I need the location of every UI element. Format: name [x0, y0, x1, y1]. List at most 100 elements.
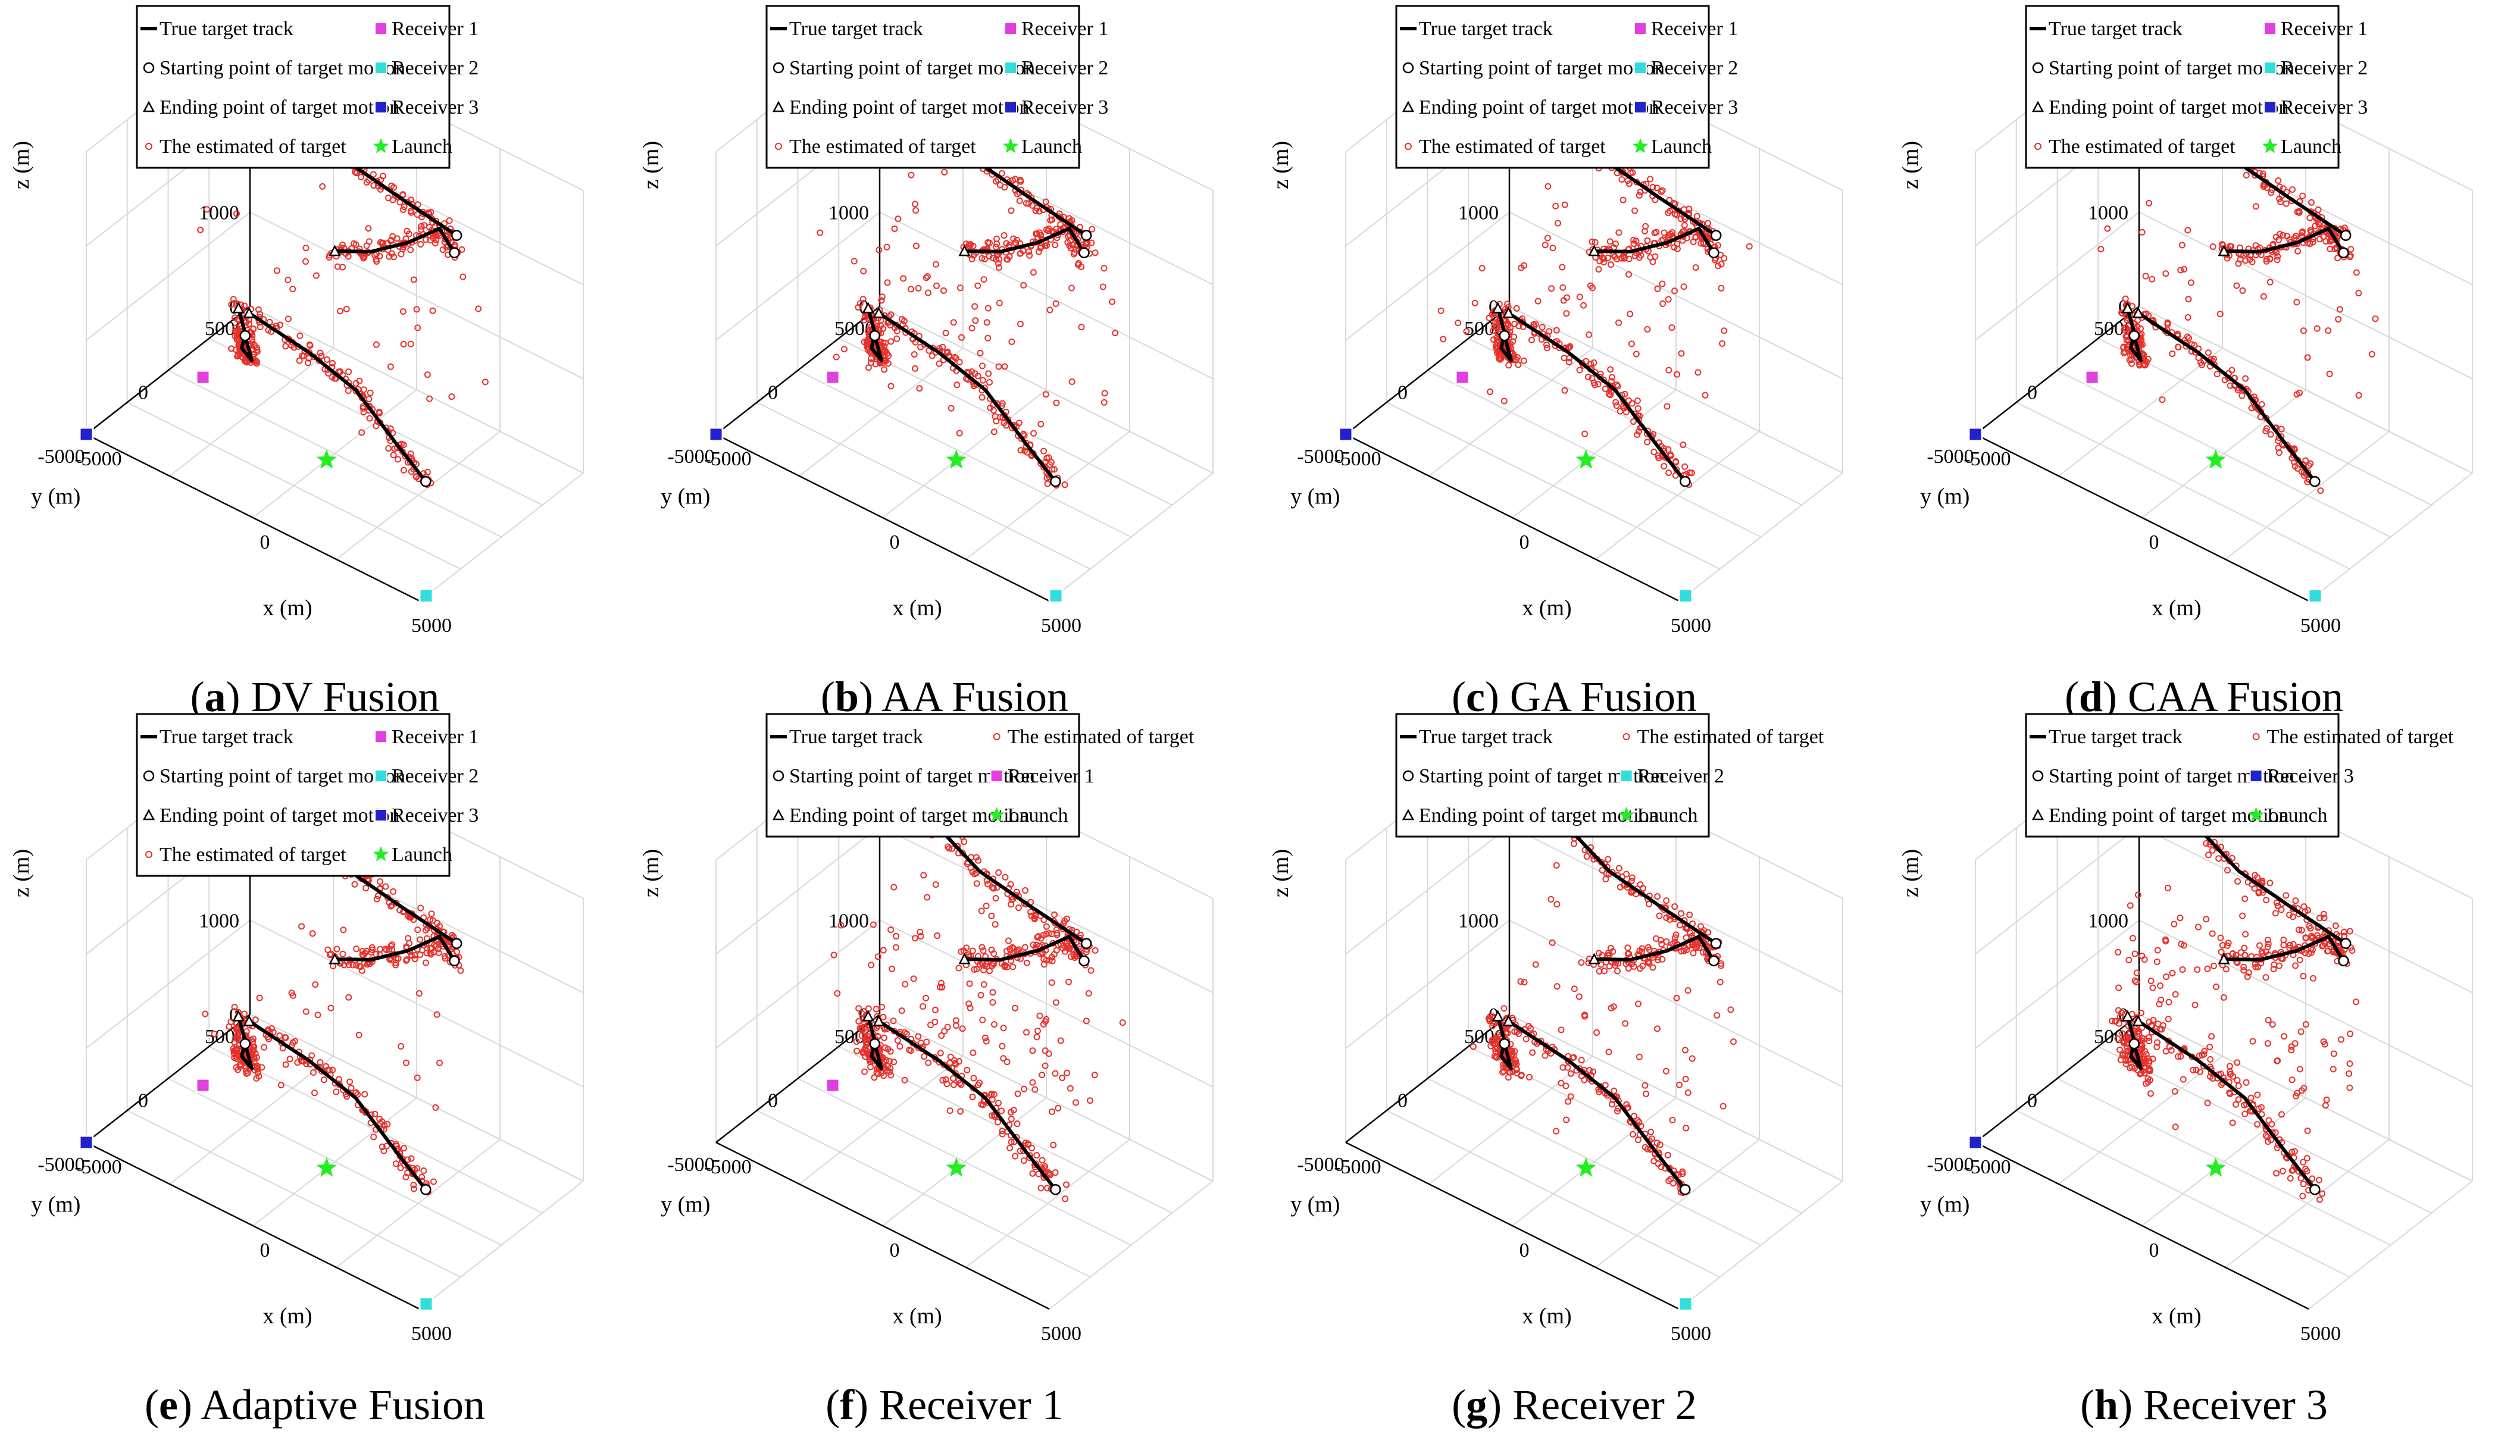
start-point-marker — [1080, 230, 1092, 241]
estimate-point — [1602, 875, 1609, 882]
estimate-point — [228, 301, 235, 308]
estimate-point — [968, 325, 976, 332]
legend-box — [136, 5, 451, 169]
estimate-point — [2355, 392, 2362, 399]
estimate-point — [2279, 1167, 2286, 1175]
estimate-point — [2309, 975, 2316, 982]
estimate-point — [320, 1076, 327, 1084]
estimate-point — [888, 965, 895, 972]
estimate-point — [305, 355, 312, 362]
receiver-3-marker — [1968, 1135, 1983, 1150]
estimate-point — [997, 181, 1004, 189]
estimate-point — [2203, 840, 2210, 847]
estimate-point — [2336, 306, 2343, 313]
estimate-point — [1042, 1062, 1049, 1069]
true-track-line — [2137, 1019, 2316, 1191]
estimate-point — [1663, 938, 1670, 945]
caption-close-paren: ) — [859, 673, 881, 721]
estimate-point — [2115, 1007, 2122, 1014]
estimate-point — [979, 362, 986, 370]
estimate-point — [348, 1085, 355, 1092]
launch-marker — [316, 449, 337, 469]
estimate-point — [2232, 1101, 2239, 1108]
estimate-point — [2347, 246, 2355, 253]
grid-line — [1345, 919, 1510, 1049]
estimate-point — [878, 297, 885, 304]
estimate-point — [946, 1059, 953, 1066]
estimate-point — [990, 885, 997, 892]
estimate-point — [980, 966, 987, 973]
estimate-point — [1649, 184, 1656, 191]
estimate-point — [1031, 916, 1038, 923]
legend-entry-label: The estimated of target — [789, 136, 976, 158]
estimate-point — [978, 944, 986, 951]
estimate-point — [233, 1025, 240, 1032]
estimate-point — [365, 396, 373, 403]
estimate-point — [927, 1022, 934, 1029]
estimate-point — [1719, 340, 1726, 347]
y-tick-label: -5000 — [1927, 1154, 1974, 1176]
estimate-point — [944, 1023, 951, 1031]
estimate-point — [204, 206, 211, 213]
estimate-point — [1012, 1153, 1019, 1160]
true-track-line — [248, 1019, 427, 1191]
caption-letter: a — [205, 673, 226, 721]
estimate-point — [2177, 267, 2184, 274]
estimate-point — [1542, 242, 1549, 249]
true-track-line — [1594, 935, 1716, 962]
estimate-point — [2346, 253, 2353, 261]
estimate-point — [1603, 870, 1610, 877]
estimate-point — [1683, 1125, 1690, 1132]
estimate-point — [411, 956, 418, 963]
estimate-point — [1592, 239, 1599, 246]
true-track-line — [1496, 308, 1513, 362]
grid-line — [86, 211, 251, 341]
x-tick-label: -5000 — [1334, 1156, 1381, 1178]
estimate-point — [2190, 1066, 2197, 1073]
estimate-point — [1005, 937, 1012, 944]
estimate-point — [1037, 231, 1044, 239]
estimate-point — [1042, 391, 1049, 398]
estimate-point — [858, 1025, 865, 1032]
y-tick-label: 0 — [138, 382, 148, 404]
x-axis-line — [1345, 433, 1680, 602]
estimate-point — [1615, 865, 1622, 872]
estimate-point — [956, 284, 964, 292]
estimate-point — [2293, 299, 2300, 306]
estimate-point — [984, 305, 992, 312]
estimate-point — [934, 932, 941, 940]
estimate-point — [257, 323, 264, 330]
estimate-point — [990, 428, 998, 436]
filled-square-icon — [1004, 22, 1017, 35]
estimate-point — [368, 944, 376, 951]
estimate-point — [873, 1006, 880, 1013]
estimate-point — [1050, 466, 1058, 473]
filled-square-icon — [2249, 769, 2263, 782]
receivers — [1338, 370, 1693, 603]
legend-entry-label: Launch — [2281, 136, 2341, 158]
y-tick-label: -5000 — [1297, 1154, 1344, 1176]
estimate-point — [2134, 891, 2141, 898]
estimate-point — [1599, 867, 1606, 874]
estimate-point — [834, 990, 841, 997]
estimate-point — [1100, 265, 1108, 272]
estimate-point — [1002, 962, 1009, 969]
estimate-point — [975, 857, 982, 864]
estimate-point — [1564, 1064, 1571, 1071]
legend-entry-label: The estimated of target — [2049, 136, 2236, 158]
estimate-point — [1578, 959, 1585, 966]
estimate-point — [878, 1003, 886, 1010]
estimate-point — [995, 363, 1002, 370]
start-point-marker — [869, 1038, 881, 1050]
estimate-point — [2293, 1092, 2300, 1100]
estimate-point — [2217, 934, 2224, 941]
y-tick-label: 0 — [768, 382, 778, 404]
legend-box — [136, 713, 451, 877]
true-track-line — [248, 311, 427, 483]
estimate-point — [312, 272, 320, 279]
estimate-point — [1563, 310, 1570, 317]
x-axis-label: x (m) — [1522, 1304, 1571, 1329]
estimate-point — [1012, 240, 1020, 247]
z-axis-label: z (m) — [9, 141, 34, 189]
estimate-point — [1067, 1085, 1074, 1092]
